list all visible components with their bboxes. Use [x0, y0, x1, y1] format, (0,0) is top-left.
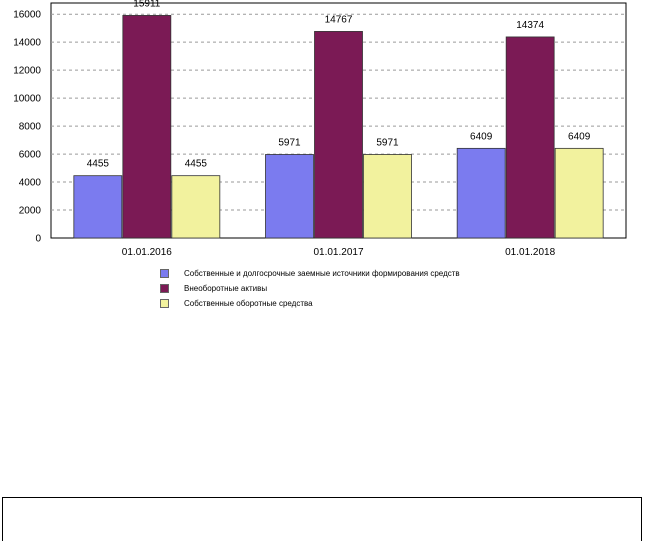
y-tick-label: 8000 [19, 122, 42, 133]
legend-label: Внеоборотные активы [184, 284, 268, 293]
bar [363, 154, 412, 239]
x-axis: 01.01.2016 01.01.2017 01.01.2018 [122, 247, 556, 258]
data-label: 14767 [325, 14, 353, 25]
data-label: 14374 [516, 20, 544, 31]
y-tick-label: 6000 [19, 150, 42, 161]
y-tick-label: 14000 [13, 38, 41, 49]
x-tick-label: 01.01.2018 [505, 247, 555, 258]
data-label: 6409 [470, 131, 493, 142]
y-tick-label: 12000 [13, 66, 41, 77]
data-label: 15911 [133, 0, 161, 9]
y-tick-label: 10000 [13, 94, 41, 105]
bar [171, 175, 221, 239]
data-label: 5971 [278, 137, 301, 148]
legend-swatch [160, 269, 169, 278]
x-tick-label: 01.01.2016 [122, 247, 172, 258]
y-tick-label: 0 [35, 234, 41, 245]
y-tick-label: 16000 [13, 10, 41, 21]
y-axis: 0 2000 4000 6000 8000 10000 12000 14000 16000 [13, 10, 41, 245]
y-tick-label: 4000 [19, 178, 42, 189]
legend-item: Внеоборотные активы [160, 281, 460, 296]
legend-item: Собственные и долгосрочные заемные источ… [160, 266, 460, 281]
legend: Собственные и долгосрочные заемные источ… [160, 266, 460, 311]
legend-swatch [160, 299, 169, 308]
data-label: 5971 [376, 137, 399, 148]
bar [265, 154, 314, 239]
empty-panel [2, 497, 642, 541]
bar [456, 147, 506, 239]
legend-swatch [160, 284, 169, 293]
legend-label: Собственные оборотные средства [184, 299, 313, 308]
bar [314, 31, 363, 239]
legend-label: Собственные и долгосрочные заемные источ… [184, 269, 460, 278]
data-label: 4455 [87, 159, 110, 170]
bar [554, 147, 604, 239]
x-tick-label: 01.01.2017 [313, 247, 363, 258]
bar [73, 175, 123, 239]
data-label: 6409 [568, 131, 591, 142]
bar-chart: 0 2000 4000 6000 8000 10000 12000 14000 16000 44… [13, 0, 627, 258]
legend-item: Собственные оборотные средства [160, 296, 460, 311]
bar [122, 15, 172, 239]
data-label: 4455 [185, 159, 208, 170]
bar [505, 36, 555, 239]
y-tick-label: 2000 [19, 206, 42, 217]
bars: 4455 15911 4455 5971 14767 5971 6409 14374 6409 [73, 0, 604, 239]
